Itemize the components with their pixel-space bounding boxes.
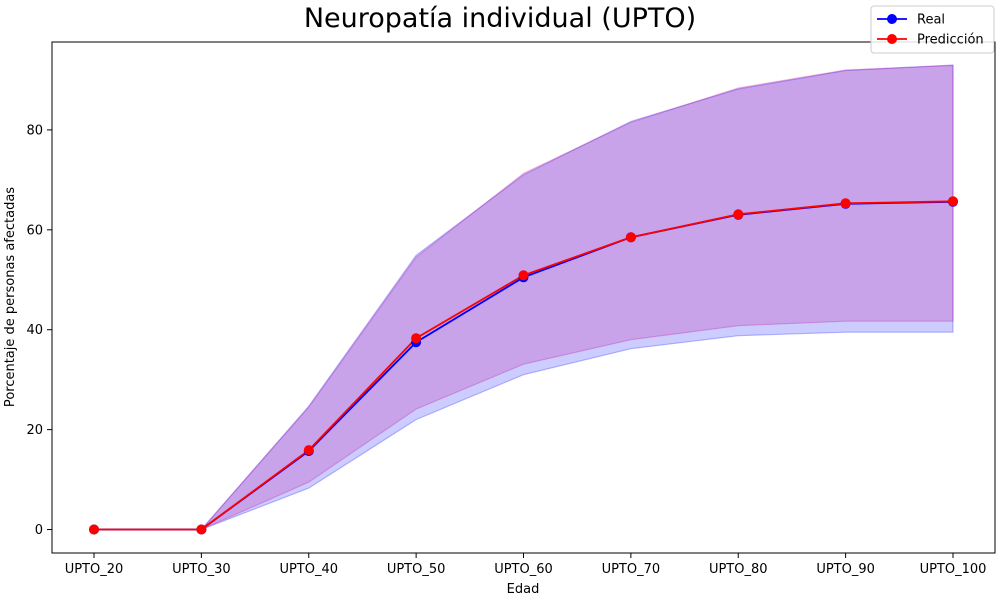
x-tick-label: UPTO_20	[65, 562, 124, 577]
chart-title: Neuropatía individual (UPTO)	[304, 3, 696, 34]
point-series-1-4	[518, 270, 529, 281]
point-series-1-6	[733, 209, 744, 220]
x-tick-label: UPTO_40	[279, 562, 338, 577]
x-tick-label: UPTO_100	[920, 562, 987, 577]
point-series-1-5	[625, 232, 636, 243]
y-axis-label: Porcentaje de personas afectadas	[3, 187, 18, 407]
legend-label-0: Real	[917, 13, 945, 28]
x-tick-label: UPTO_70	[602, 562, 661, 577]
x-axis-label: Edad	[507, 582, 540, 597]
point-series-1-7	[840, 198, 851, 209]
confidence-bands	[94, 64, 954, 531]
x-tick-label: UPTO_60	[494, 562, 553, 577]
legend-box	[870, 5, 995, 54]
y-axis-ticks: 0 20 40 60 80	[26, 123, 52, 538]
y-tick-label: 20	[26, 423, 43, 438]
x-tick-label: UPTO_80	[709, 562, 768, 577]
x-tick-label: UPTO_30	[172, 562, 231, 577]
legend-label-1: Predicción	[917, 33, 984, 48]
point-series-1-1	[196, 524, 207, 535]
point-series-1-0	[89, 524, 99, 535]
y-tick-label: 60	[26, 223, 43, 238]
x-axis-ticks: UPTO_20 UPTO_30 UPTO_40 UPTO_50 UPTO_60 UPTO_…	[65, 553, 987, 577]
legend: Real Predicción	[870, 5, 995, 54]
series-points	[89, 196, 958, 535]
legend-marker-1	[887, 34, 897, 44]
band-series-1	[94, 64, 954, 531]
point-series-1-3	[411, 333, 422, 344]
y-tick-label: 40	[26, 323, 43, 338]
point-series-1-2	[303, 445, 314, 456]
legend-marker-0	[887, 14, 897, 24]
point-series-1-8	[948, 196, 958, 207]
y-tick-label: 80	[26, 123, 43, 138]
x-tick-label: UPTO_90	[816, 562, 875, 577]
x-tick-label: UPTO_50	[387, 562, 446, 577]
y-tick-label: 0	[35, 523, 43, 538]
